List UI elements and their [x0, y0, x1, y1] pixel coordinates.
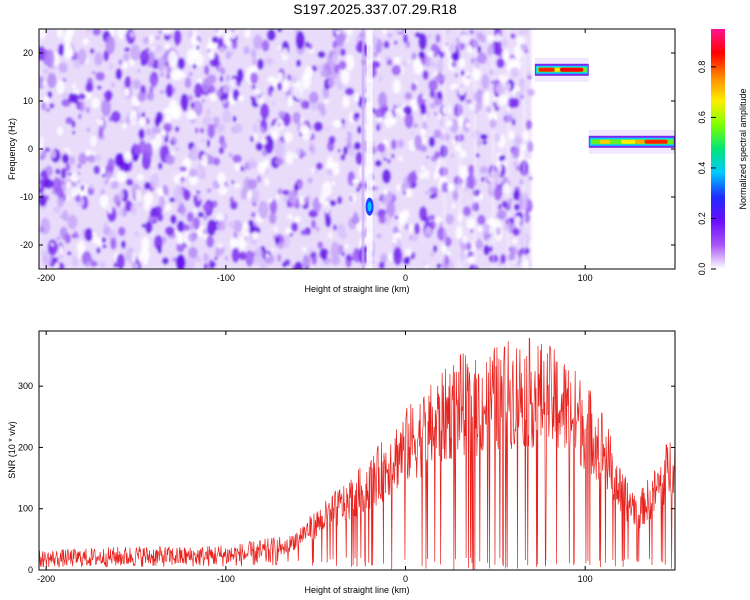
- snr-x-ticks: -200 -100 0 100: [37, 331, 593, 584]
- spectrogram-y-label: Frequency (Hz): [7, 118, 17, 180]
- y-tick-label: 0: [28, 144, 33, 154]
- tone-band-lower: [588, 129, 675, 154]
- y-tick-label: -10: [20, 192, 33, 202]
- vertical-streak: [366, 29, 373, 269]
- spectrogram-image: [39, 29, 675, 269]
- x-tick-label: 0: [403, 273, 408, 283]
- vertical-streak-edge: [361, 29, 365, 269]
- y-tick-label: 0: [28, 565, 33, 575]
- snr-series-line: [39, 337, 675, 570]
- spectrogram-x-ticks: -200 -100 0 100: [37, 29, 593, 283]
- colorbar-tick-label: 0.6: [697, 111, 707, 124]
- x-tick-label: 100: [578, 574, 593, 584]
- y-tick-label: -20: [20, 240, 33, 250]
- chart-title: S197.2025.337.07.29.R18: [293, 1, 457, 17]
- colorbar-ticks: 0.0 0.2 0.4 0.6 0.8: [697, 61, 716, 276]
- snr-y-label: SNR (10 * v/v): [7, 421, 17, 479]
- snr-plot-area: [39, 337, 675, 570]
- snr-panel: -200 -100 0 100 0 100 200 300 Height of straig…: [7, 330, 676, 595]
- y-tick-label: 100: [18, 504, 33, 514]
- x-tick-label: -100: [217, 574, 235, 584]
- colorbar-tick-label: 0.0: [697, 263, 707, 276]
- x-tick-label: -100: [217, 273, 235, 283]
- colorbar-tick-label: 0.8: [697, 61, 707, 74]
- y-tick-label: 200: [18, 442, 33, 452]
- colorbar-gradient: [711, 29, 725, 269]
- y-tick-label: 20: [23, 48, 33, 58]
- tone-band-upper: [534, 57, 589, 82]
- y-tick-label: 10: [23, 96, 33, 106]
- colorbar-tick-label: 0.4: [697, 162, 707, 175]
- colorbar-tick-label: 0.2: [697, 212, 707, 225]
- colorbar: 0.0 0.2 0.4 0.6 0.8 Normalized spectral ampl…: [697, 29, 748, 275]
- y-tick-label: 300: [18, 381, 33, 391]
- noise-texture: [39, 29, 535, 269]
- x-tick-label: -200: [37, 574, 55, 584]
- blob-core: [367, 201, 372, 212]
- snr-y-ticks: 0 100 200 300: [18, 381, 675, 575]
- x-tick-label: 100: [578, 273, 593, 283]
- spectrogram-x-label: Height of straight line (km): [304, 284, 409, 294]
- x-tick-label: 0: [403, 574, 408, 584]
- colorbar-label: Normalized spectral amplitude: [738, 88, 748, 209]
- snr-x-label: Height of straight line (km): [304, 585, 409, 595]
- snr-frame: [38, 330, 676, 571]
- x-tick-label: -200: [37, 273, 55, 283]
- spectrogram-y-ticks: -20 -10 0 10 20: [20, 48, 675, 250]
